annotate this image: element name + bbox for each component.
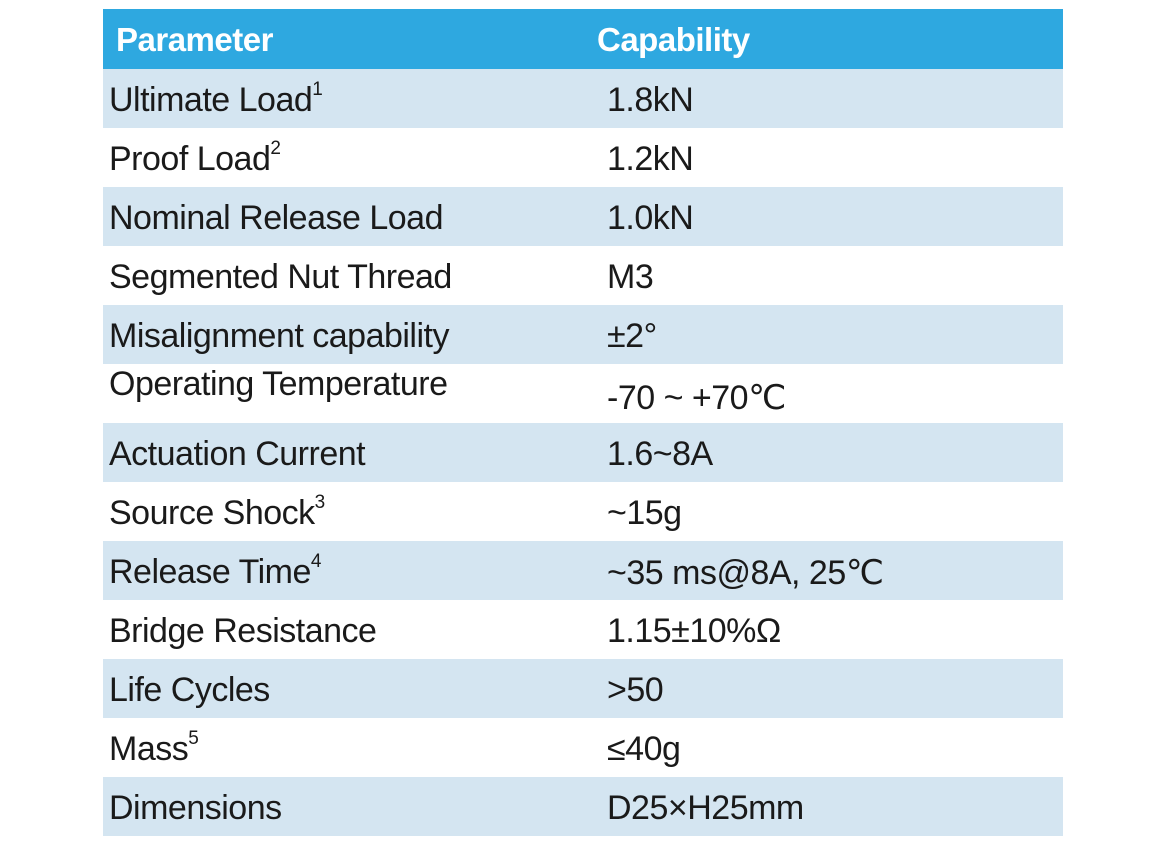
parameter-cell: Life Cycles xyxy=(109,671,270,709)
capability-cell: 1.8kN xyxy=(607,81,694,119)
parameter-cell: Mass5 xyxy=(109,728,199,769)
capability-cell: 1.2kN xyxy=(607,140,694,178)
header-parameter: Parameter xyxy=(116,21,273,58)
parameter-label: Release Time xyxy=(109,553,311,591)
parameter-cell: Operating Temperature xyxy=(109,365,448,403)
table-header: Parameter Capability xyxy=(103,9,1063,69)
footnote-marker: 2 xyxy=(270,138,281,159)
parameter-cell: Nominal Release Load xyxy=(109,199,443,237)
parameter-label: Proof Load xyxy=(109,140,271,178)
table-row: Life Cycles >50 xyxy=(103,659,1063,718)
footnote-marker: 1 xyxy=(312,79,323,100)
parameter-cell: Proof Load2 xyxy=(109,138,281,179)
parameter-label: Mass xyxy=(109,730,189,768)
parameter-label: Source Shock xyxy=(109,494,315,532)
capability-cell: 1.0kN xyxy=(607,199,694,237)
capability-cell: D25×H25mm xyxy=(607,789,804,827)
parameter-label: Ultimate Load xyxy=(109,81,313,119)
table-row: Misalignment capability ±2° xyxy=(103,305,1063,364)
spec-table: Parameter Capability Ultimate Load1 1.8k… xyxy=(103,9,1063,836)
table-row: Bridge Resistance 1.15±10%Ω xyxy=(103,600,1063,659)
table-row: Source Shock3 ~15g xyxy=(103,482,1063,541)
capability-cell: -70 ~ +70℃ xyxy=(607,379,786,417)
capability-cell: ≤40g xyxy=(607,730,681,768)
table-row: Dimensions D25×H25mm xyxy=(103,777,1063,836)
capability-cell: ~15g xyxy=(607,494,682,532)
parameter-cell: Bridge Resistance xyxy=(109,612,377,650)
table-row: Release Time4 ~35 ms@8A, 25℃ xyxy=(103,541,1063,600)
capability-cell: M3 xyxy=(607,258,654,296)
table-row: Nominal Release Load 1.0kN xyxy=(103,187,1063,246)
header-capability: Capability xyxy=(597,21,750,58)
table-row: Actuation Current 1.6~8A xyxy=(103,423,1063,482)
parameter-cell: Misalignment capability xyxy=(109,317,450,355)
parameter-cell: Release Time4 xyxy=(109,551,322,592)
table-row: Ultimate Load1 1.8kN xyxy=(103,69,1063,128)
capability-cell: 1.6~8A xyxy=(607,435,713,473)
parameter-cell: Ultimate Load1 xyxy=(109,79,323,120)
capability-cell: ±2° xyxy=(607,317,657,355)
footnote-marker: 3 xyxy=(314,492,326,513)
parameter-cell: Segmented Nut Thread xyxy=(109,258,452,296)
table-row: Operating Temperature -70 ~ +70℃ xyxy=(103,364,1063,423)
parameter-cell: Source Shock3 xyxy=(109,492,326,533)
table-row: Segmented Nut Thread M3 xyxy=(103,246,1063,305)
table-row: Mass5 ≤40g xyxy=(103,718,1063,777)
capability-cell: 1.15±10%Ω xyxy=(607,612,781,650)
parameter-cell: Actuation Current xyxy=(109,435,366,473)
footnote-marker: 4 xyxy=(310,551,322,572)
parameter-cell: Dimensions xyxy=(109,789,282,827)
capability-cell: >50 xyxy=(607,671,664,709)
footnote-marker: 5 xyxy=(188,728,199,749)
capability-cell: ~35 ms@8A, 25℃ xyxy=(607,554,884,592)
table-row: Proof Load2 1.2kN xyxy=(103,128,1063,187)
